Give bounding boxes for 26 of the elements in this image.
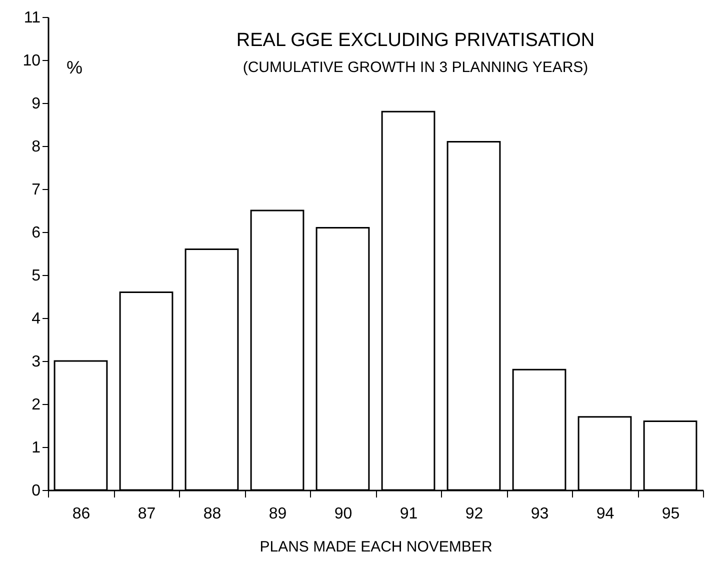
y-tick-label: 11 bbox=[24, 10, 41, 26]
x-tick-label: 90 bbox=[334, 506, 352, 522]
y-tick-label: 5 bbox=[32, 268, 41, 284]
y-tick-label: 9 bbox=[32, 96, 41, 112]
x-tick-label: 88 bbox=[203, 506, 222, 522]
y-axis-title: % bbox=[66, 58, 83, 78]
x-tick-label: 89 bbox=[268, 506, 287, 522]
y-tick-label: 10 bbox=[22, 52, 41, 70]
text: REAL GGE EXCLUDING PRIVATISATION bbox=[236, 30, 595, 51]
x-axis-title: PLANS MADE EACH NOVEMBER bbox=[260, 538, 492, 556]
y-tick-label: 6 bbox=[32, 224, 41, 242]
y-tick-label: 0 bbox=[32, 482, 41, 500]
y-tick-label: 1 bbox=[32, 440, 41, 456]
text: (CUMULATIVE GROWTH IN 3 PLANNING YEARS) bbox=[242, 59, 588, 76]
x-tick-label: 86 bbox=[72, 506, 90, 522]
y-tick-label: 8 bbox=[32, 138, 41, 156]
y-tick-label: 4 bbox=[32, 310, 41, 328]
y-tick-label: 3 bbox=[32, 354, 41, 370]
x-tick-label: 92 bbox=[465, 506, 484, 522]
y-tick-label: 7 bbox=[32, 182, 41, 198]
x-tick-label: 93 bbox=[530, 506, 549, 522]
x-tick-label: 91 bbox=[400, 506, 418, 522]
x-tick-label: 87 bbox=[138, 506, 156, 522]
x-tick-label: 94 bbox=[596, 506, 614, 522]
y-tick-label: 2 bbox=[32, 396, 41, 414]
x-tick-label: 95 bbox=[662, 506, 680, 522]
